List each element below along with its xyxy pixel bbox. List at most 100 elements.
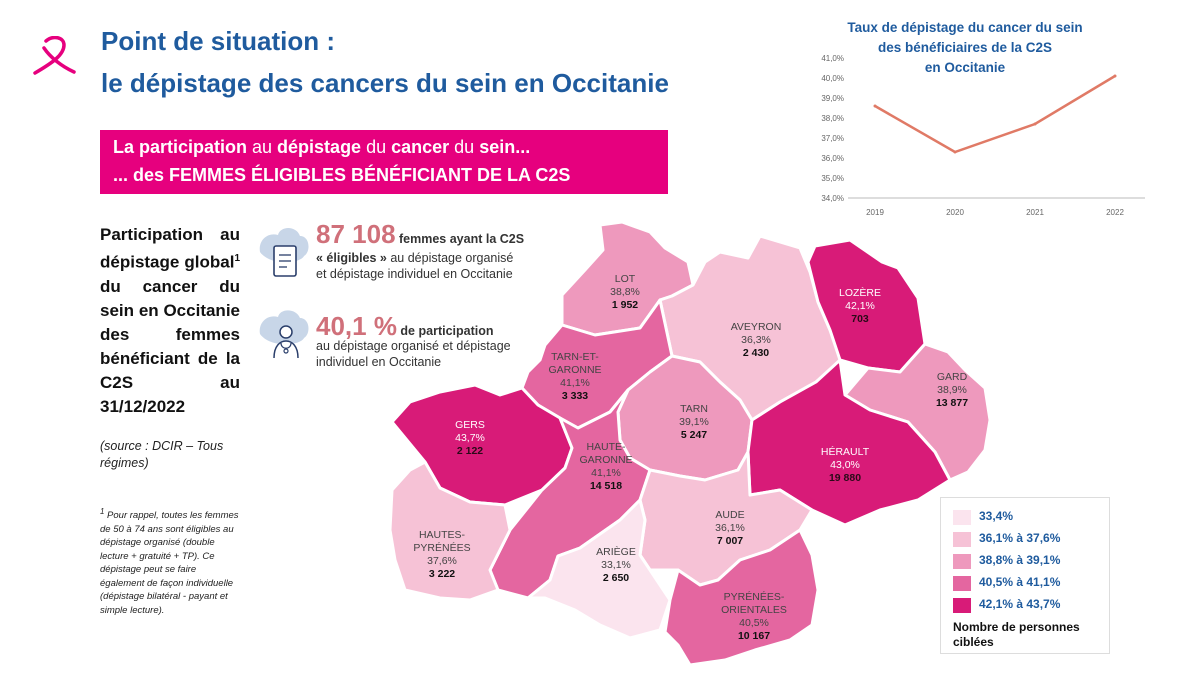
women-desc-c: au dépistage organisé bbox=[386, 251, 514, 265]
label-hautes-pyrénées-count: 3 222 bbox=[429, 568, 455, 580]
y-tick-label: 39,0% bbox=[821, 94, 844, 103]
label-lot-name: LOT bbox=[615, 273, 636, 285]
chart-title-line3: en Occitanie bbox=[924, 60, 1006, 75]
banner-word-2: dépistage bbox=[277, 137, 362, 157]
legend-label: 33,4% bbox=[979, 509, 1014, 523]
label-hautes-pyrénées-rate: 37,6% bbox=[427, 555, 457, 567]
participation-desc-b: au dépistage organisé et dépistage bbox=[316, 339, 511, 353]
rate-line-chart: 41,0% 40,0% 39,0% 38,0% 37,0% 36,0% 35,0% 34,0%… bbox=[821, 54, 1145, 217]
document-icon bbox=[259, 228, 309, 277]
label-lot-rate: 38,8% bbox=[610, 286, 640, 298]
map-legend: 33,4% 36,1% à 37,6% 38,8% à 39,1% 40,5% à 4… bbox=[940, 497, 1110, 654]
label-hautes-pyrénées-name: PYRÉNÉES bbox=[413, 541, 470, 554]
page-title-line1: Point de situation : bbox=[101, 26, 335, 56]
y-tick-label: 40,0% bbox=[821, 74, 844, 83]
label-tarn-rate: 39,1% bbox=[679, 416, 709, 428]
label-lozère-count: 703 bbox=[851, 313, 869, 325]
x-tick-label: 2019 bbox=[866, 208, 884, 217]
legend-label: 40,5% à 41,1% bbox=[979, 575, 1061, 589]
label-hérault-name: HÉRAULT bbox=[821, 445, 870, 458]
y-tick-label: 36,0% bbox=[821, 154, 844, 163]
label-tarn-et-garonne-rate: 41,1% bbox=[560, 377, 590, 389]
y-tick-label: 37,0% bbox=[821, 134, 844, 143]
label-gard-name: GARD bbox=[937, 371, 968, 383]
label-lot-count: 1 952 bbox=[612, 299, 638, 311]
label-aude-count: 7 007 bbox=[717, 535, 743, 547]
banner-word-1: au bbox=[247, 137, 278, 157]
participation-desc-c: individuel en Occitanie bbox=[316, 355, 442, 369]
banner-line1: La participation au dépistage du cancer … bbox=[113, 137, 530, 158]
source-note: (source : DCIR – Tous régimes) bbox=[100, 439, 224, 470]
x-tick-label: 2022 bbox=[1106, 208, 1124, 217]
women-desc-d: et dépistage individuel en Occitanie bbox=[316, 267, 513, 281]
y-tick-label: 38,0% bbox=[821, 114, 844, 123]
women-desc: « éligibles » au dépistage organisé et dé… bbox=[316, 250, 513, 282]
women-count: 87 108 bbox=[316, 219, 396, 249]
y-tick-label: 41,0% bbox=[821, 54, 844, 63]
x-tick-label: 2020 bbox=[946, 208, 964, 217]
banner-word-4: cancer bbox=[391, 137, 450, 157]
label-hérault-count: 19 880 bbox=[829, 472, 861, 484]
legend-swatch bbox=[953, 576, 971, 591]
label-pyrénées-orientales-rate: 40,5% bbox=[739, 617, 769, 629]
legend-swatch bbox=[953, 554, 971, 569]
label-pyrénées-orientales-name: ORIENTALES bbox=[721, 604, 787, 616]
label-haute-garonne-count: 14 518 bbox=[590, 480, 622, 492]
women-stat: 87 108 femmes ayant la C2S bbox=[316, 219, 524, 250]
label-haute-garonne-rate: 41,1% bbox=[591, 467, 621, 479]
description-part-a: Participation au dépistage global bbox=[100, 225, 240, 272]
label-tarn-count: 5 247 bbox=[681, 429, 707, 441]
label-aveyron-count: 2 430 bbox=[743, 347, 769, 359]
banner-line2: ... des FEMMES ÉLIGIBLES BÉNÉFICIANT DE … bbox=[113, 165, 571, 185]
label-gers-count: 2 122 bbox=[457, 445, 483, 457]
legend-swatch bbox=[953, 598, 971, 613]
label-ariège-count: 2 650 bbox=[603, 572, 629, 584]
label-hérault-rate: 43,0% bbox=[830, 459, 860, 471]
participation-stat: 40,1 % de participation bbox=[316, 311, 494, 342]
chart-title-line2: des bénéficiaires de la C2S bbox=[877, 40, 1053, 55]
legend-swatch bbox=[953, 532, 971, 547]
women-eligible: « éligibles » bbox=[316, 251, 387, 265]
doctor-icon bbox=[259, 310, 309, 359]
footnote-text: Pour rappel, toutes les femmes de 50 à 7… bbox=[100, 510, 239, 616]
label-haute-garonne-name: HAUTE- bbox=[586, 441, 626, 453]
data-point bbox=[873, 104, 877, 108]
footnote-number: 1 bbox=[100, 507, 105, 516]
participation-banner: La participation au dépistage du cancer … bbox=[100, 130, 668, 194]
label-pyrénées-orientales-count: 10 167 bbox=[738, 630, 770, 642]
participation-desc: au dépistage organisé et dépistage indivi… bbox=[316, 338, 511, 370]
footnote: 1 Pour rappel, toutes les femmes de 50 à… bbox=[100, 505, 240, 617]
label-gers-name: GERS bbox=[455, 419, 485, 431]
participation-rate: 40,1 % bbox=[316, 311, 397, 341]
label-tarn-name: TARN bbox=[680, 403, 708, 415]
label-ariège-rate: 33,1% bbox=[601, 559, 631, 571]
label-lozère-name: LOZÈRE bbox=[839, 286, 881, 299]
data-point bbox=[1033, 122, 1037, 126]
label-hautes-pyrénées-name: HAUTES- bbox=[419, 529, 466, 541]
legend-note-line1: Nombre de personnes bbox=[953, 620, 1080, 634]
chart-title-line1: Taux de dépistage du cancer du sein bbox=[847, 20, 1083, 35]
label-ariège-name: ARIÈGE bbox=[596, 545, 636, 558]
footnote-mark: 1 bbox=[234, 253, 240, 264]
department-ariège bbox=[526, 498, 672, 640]
label-lozère-rate: 42,1% bbox=[845, 300, 875, 312]
label-aveyron-name: AVEYRON bbox=[731, 321, 782, 333]
label-gard-count: 13 877 bbox=[936, 397, 968, 409]
banner-word-5: du bbox=[449, 137, 480, 157]
label-aude-name: AUDE bbox=[715, 509, 744, 521]
legend-note: Nombre de personnes ciblées bbox=[953, 620, 1080, 650]
banner-word-6: sein... bbox=[479, 137, 531, 157]
chart-title: Taux de dépistage du cancer du sein des … bbox=[800, 18, 1130, 78]
banner-word-0: La participation bbox=[113, 137, 248, 157]
x-tick-label: 2021 bbox=[1026, 208, 1044, 217]
label-pyrénées-orientales-name: PYRÉNÉES- bbox=[724, 590, 785, 603]
legend-note-line2: ciblées bbox=[953, 635, 994, 649]
label-tarn-et-garonne-name: TARN-ET- bbox=[551, 351, 599, 363]
department-hautes-pyrénées bbox=[388, 460, 512, 602]
y-tick-label: 35,0% bbox=[821, 174, 844, 183]
legend-label: 36,1% à 37,6% bbox=[979, 531, 1061, 545]
data-point bbox=[1113, 74, 1117, 78]
label-aveyron-rate: 36,3% bbox=[741, 334, 771, 346]
label-tarn-et-garonne-count: 3 333 bbox=[562, 390, 588, 402]
